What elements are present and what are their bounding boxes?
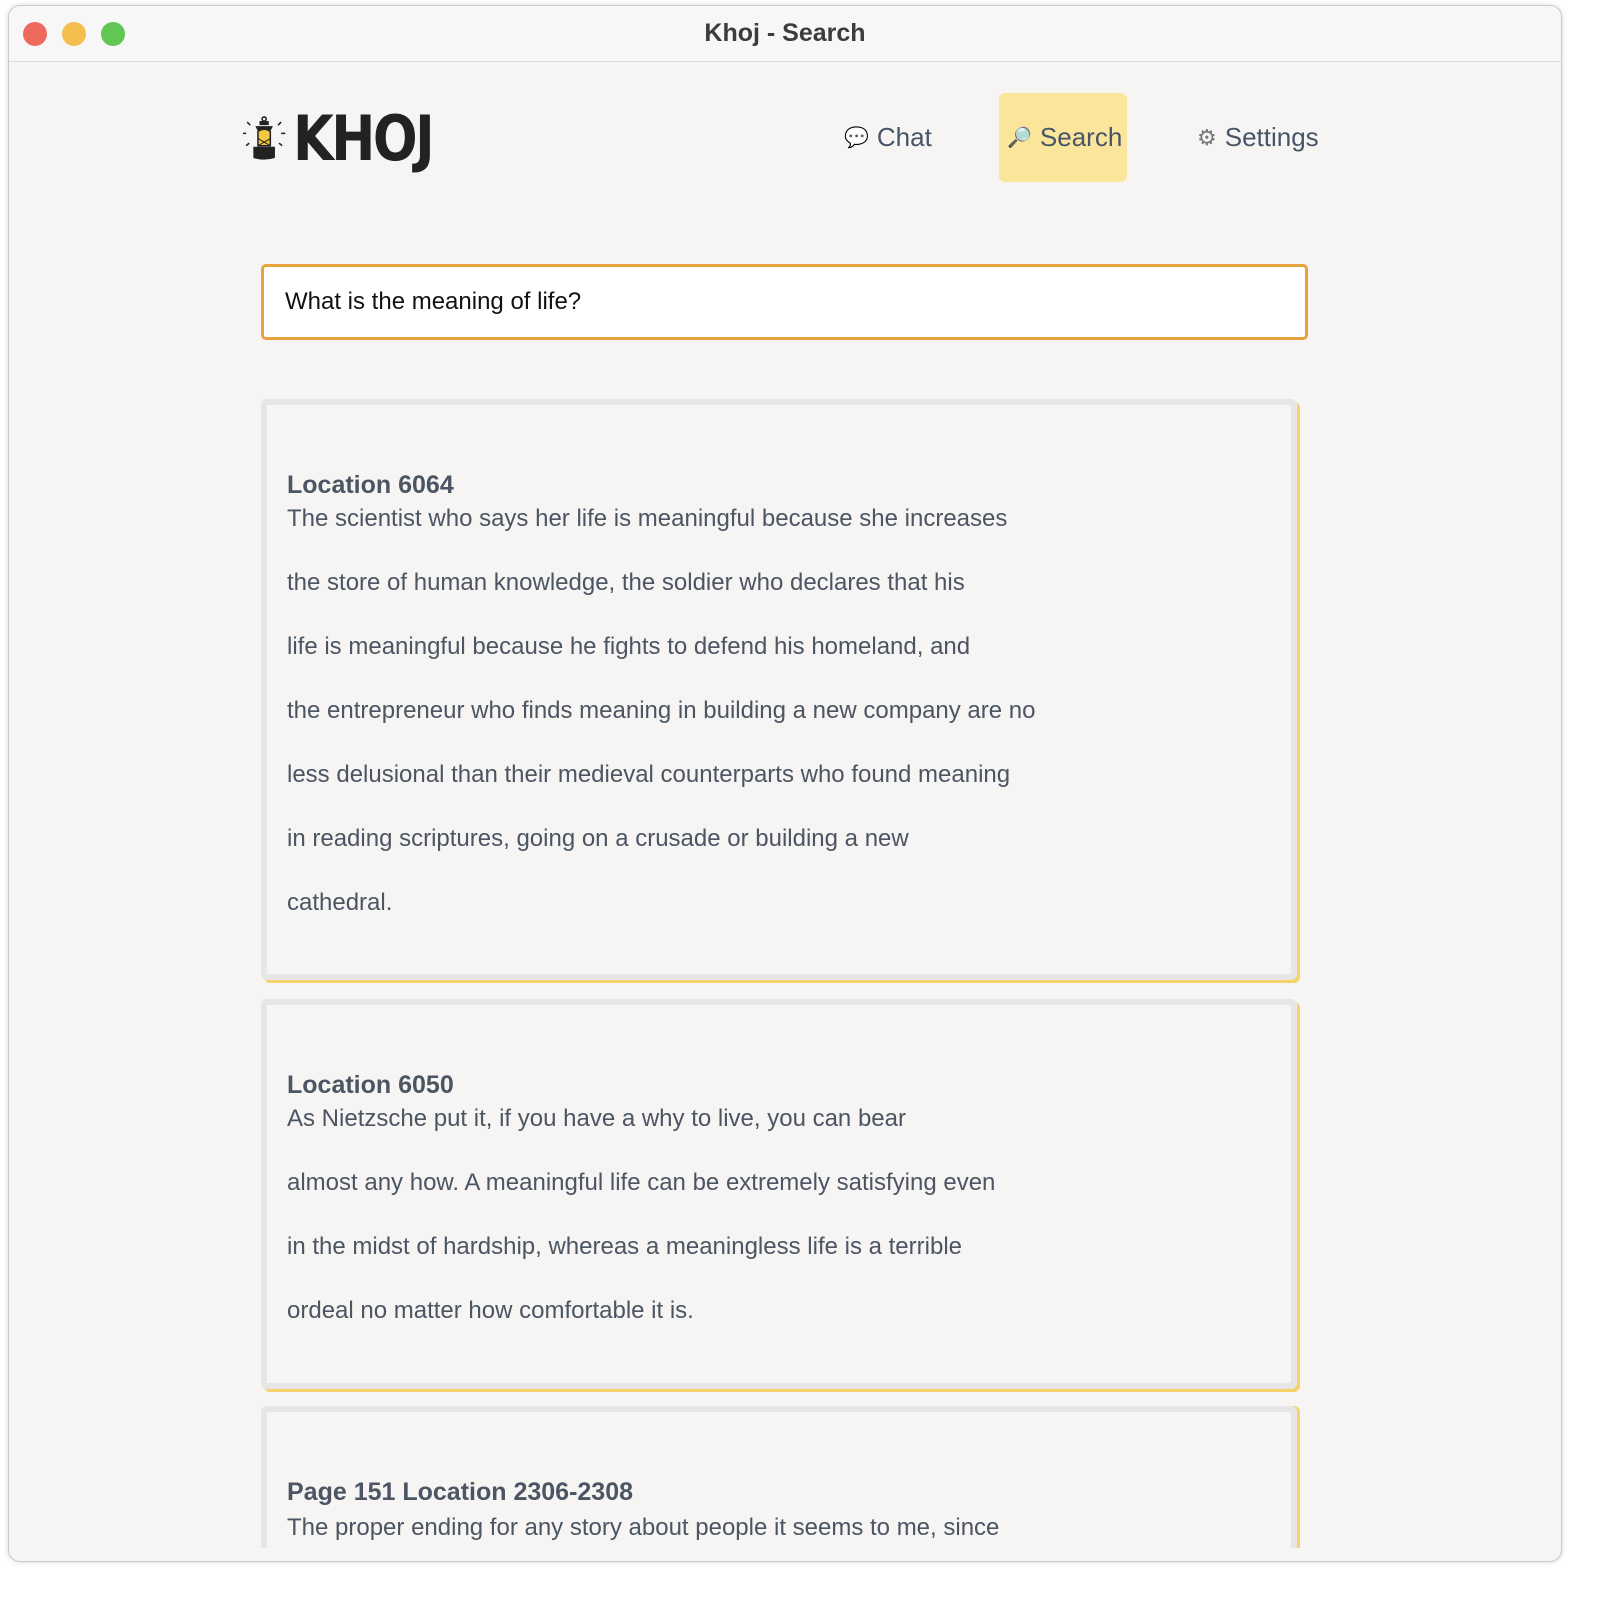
khoj-logo[interactable]: KHOJ [241, 93, 457, 183]
result-line: The proper ending for any story about pe… [287, 1514, 1000, 1541]
result-card: Page 151 Location 2306-2308 The proper e… [261, 1406, 1297, 1548]
app-window: Khoj - Search KHOJ 💬 Chat 🔎 Search ⚙ Set… [8, 5, 1562, 1562]
magnifier-icon: 🔎 [1007, 127, 1032, 149]
nav-settings[interactable]: ⚙ Settings [1189, 93, 1327, 182]
result-line: in reading scriptures, going on a crusad… [287, 825, 909, 852]
result-line: the entrepreneur who finds meaning in bu… [287, 697, 1036, 724]
result-line: less delusional than their medieval coun… [287, 761, 1011, 788]
lantern-icon [243, 116, 286, 160]
speech-bubble-icon: 💬 [844, 127, 869, 149]
zoom-button[interactable] [101, 22, 125, 46]
result-card: Location 6050 As Nietzsche put it, if yo… [261, 999, 1297, 1389]
close-button[interactable] [23, 22, 47, 46]
result-line: As Nietzsche put it, if you have a why t… [287, 1105, 906, 1132]
result-title: Location 6064 [287, 471, 454, 499]
result-line: in the midst of hardship, whereas a mean… [287, 1233, 962, 1260]
gear-icon: ⚙ [1197, 124, 1217, 150]
result-line: cathedral. [287, 889, 393, 916]
nav-search-label: Search [1039, 122, 1123, 152]
search-box[interactable] [261, 264, 1308, 340]
nav-chat[interactable]: 💬 Chat [836, 93, 940, 182]
nav-settings-label: Settings [1224, 122, 1319, 152]
nav-chat-label: Chat [876, 122, 932, 152]
result-title: Location 6050 [287, 1071, 454, 1099]
logo-text: KHOJ [293, 101, 435, 175]
nav-search[interactable]: 🔎 Search [999, 93, 1127, 182]
result-title: Page 151 Location 2306-2308 [287, 1478, 634, 1506]
result-line: almost any how. A meaningful life can be… [287, 1169, 996, 1196]
window-title: Khoj - Search [704, 19, 866, 47]
title-bar: Khoj - Search [9, 6, 1561, 62]
result-line: The scientist who says her life is meani… [287, 505, 1008, 532]
result-line: the store of human knowledge, the soldie… [287, 569, 965, 596]
search-input[interactable] [264, 267, 1305, 337]
minimize-button[interactable] [62, 22, 86, 46]
result-line: ordeal no matter how comfortable it is. [287, 1297, 694, 1324]
result-line: life is meaningful because he fights to … [287, 633, 971, 660]
result-card: Location 6064 The scientist who says her… [261, 399, 1297, 980]
